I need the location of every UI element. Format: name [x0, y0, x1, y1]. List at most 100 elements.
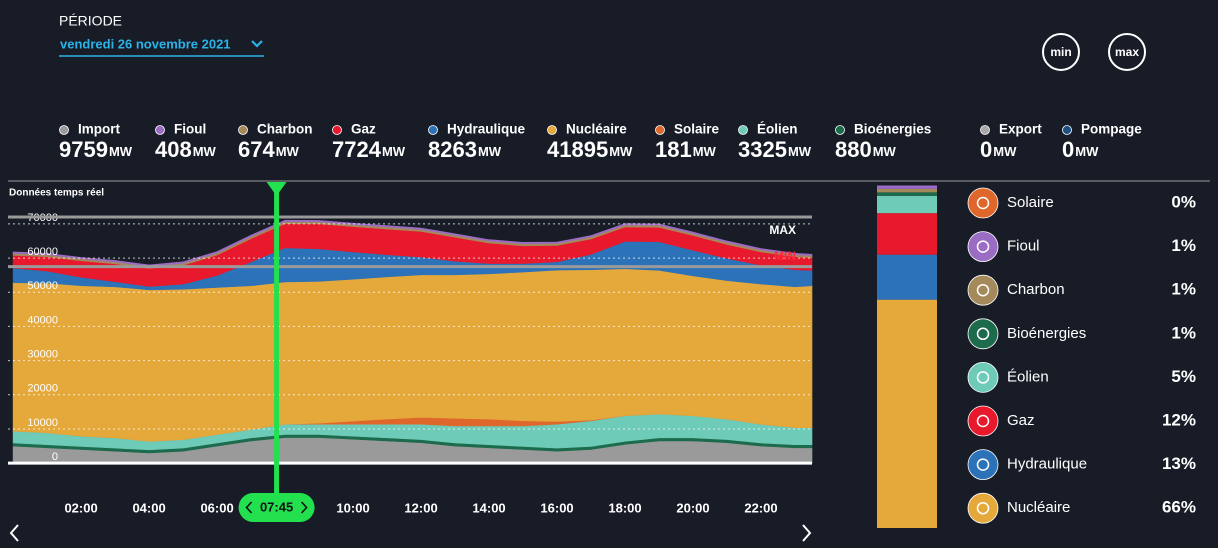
legend-value: 0MW: [1062, 137, 1099, 162]
x-tick-label: 22:00: [744, 500, 777, 515]
legend-unit: MW: [873, 144, 897, 159]
legend-dot: [738, 125, 748, 135]
mix-segment: [877, 192, 937, 196]
mix-name: Hydraulique: [1007, 456, 1087, 473]
x-tick-label: 02:00: [64, 500, 97, 515]
legend-unit: MW: [382, 144, 406, 159]
area-series: [12, 268, 813, 442]
legend-unit: MW: [993, 144, 1017, 159]
mix-icon: [967, 318, 999, 350]
legend-dot: [59, 125, 69, 135]
legend-value: 3325MW: [738, 137, 812, 162]
legend-number: 408: [155, 137, 192, 162]
legend-number: 880: [835, 137, 872, 162]
legend-name: Fioul: [174, 122, 206, 137]
mix-name: Solaire: [1007, 194, 1054, 211]
mix-icon: [967, 449, 999, 481]
x-tick-label: 18:00: [608, 500, 641, 515]
y-tick-label: 0: [52, 451, 58, 463]
range-button-label[interactable]: max: [1115, 45, 1139, 59]
date-picker[interactable]: vendredi 26 novembre 2021: [60, 36, 231, 51]
legend-value: 8263MW: [428, 137, 502, 162]
legend-number: 0: [1062, 137, 1074, 162]
mix-icon-glyph: [976, 414, 990, 428]
mix-icon-glyph: [976, 240, 990, 253]
range-button[interactable]: [1108, 33, 1146, 71]
mix-icon-glyph: [976, 196, 990, 210]
cursor-label: 07:45: [260, 499, 293, 514]
y-tick-label: 40000: [27, 314, 58, 326]
date-chevron[interactable]: [251, 40, 263, 48]
reference-label: MAX: [769, 223, 796, 237]
mix-segment: [877, 195, 937, 214]
legend-name: Solaire: [674, 122, 720, 137]
legend-number: 9759: [59, 137, 108, 162]
legend-unit: MW: [609, 144, 633, 159]
reference-label: MIN: [774, 249, 796, 263]
mix-icon: [967, 405, 999, 437]
mix-icon: [967, 492, 999, 524]
legend-unit: MW: [1075, 144, 1099, 159]
legend-value: 181MW: [655, 137, 717, 162]
legend-value: 408MW: [155, 137, 217, 162]
mix-name: Éolien: [1007, 368, 1049, 385]
legend-name: Export: [999, 122, 1042, 137]
legend-dot: [238, 125, 248, 135]
legend-dot: [1062, 125, 1072, 135]
legend-name: Hydraulique: [447, 122, 526, 137]
prev-arrow[interactable]: [9, 524, 19, 542]
legend-dot: [835, 125, 845, 135]
mix-icon: [967, 274, 999, 306]
mix-name: Charbon: [1007, 281, 1065, 298]
cursor-handle[interactable]: [266, 182, 287, 196]
legend-value: 7724MW: [332, 137, 406, 162]
x-tick-label: 20:00: [676, 500, 709, 515]
legend-number: 41895: [547, 137, 608, 162]
mix-icon: [967, 361, 999, 393]
legend-value: 9759MW: [59, 137, 133, 162]
mix-percent: 0%: [1171, 192, 1196, 211]
legend-name: Nucléaire: [566, 122, 627, 137]
legend-name: Gaz: [351, 122, 376, 137]
period-label: PÉRIODE: [59, 13, 122, 29]
mix-name: Gaz: [1007, 412, 1035, 429]
legend-unit: MW: [788, 144, 812, 159]
x-tick-label: 14:00: [472, 500, 505, 515]
legend-number: 7724: [332, 137, 382, 162]
x-tick-label: 06:00: [200, 500, 233, 515]
legend-value: 674MW: [238, 137, 300, 162]
legend-name: Éolien: [757, 122, 798, 137]
mix-segment: [877, 254, 937, 300]
legend-unit: MW: [478, 144, 502, 159]
legend-value: 0MW: [980, 137, 1017, 162]
legend-name: Charbon: [257, 122, 313, 137]
next-arrow[interactable]: [802, 524, 812, 542]
legend-number: 3325: [738, 137, 787, 162]
legend-number: 674: [238, 137, 275, 162]
mix-icon-glyph: [976, 327, 990, 341]
mix-segment: [877, 185, 937, 189]
legend-unit: MW: [276, 144, 300, 159]
legend-dot: [155, 125, 165, 135]
range-button-label[interactable]: min: [1050, 45, 1071, 59]
legend-dot: [547, 125, 557, 135]
legend-name: Bioénergies: [854, 122, 931, 137]
legend-unit: MW: [109, 144, 133, 159]
mix-icon-glyph: [976, 371, 990, 384]
legend-dot: [428, 125, 438, 135]
area-series: [12, 219, 813, 267]
range-button[interactable]: [1042, 33, 1080, 71]
y-tick-label: 10000: [27, 417, 58, 429]
mix-segment: [877, 188, 937, 193]
y-tick-label: 20000: [27, 383, 58, 395]
legend-unit: MW: [193, 144, 217, 159]
cursor-pill[interactable]: [238, 493, 315, 522]
legend-value: 880MW: [835, 137, 897, 162]
legend-dot: [655, 125, 665, 135]
mix-percent: 66%: [1162, 498, 1196, 517]
x-tick-label: 04:00: [132, 500, 165, 515]
legend-name: Pompage: [1081, 122, 1142, 137]
mix-icon: [967, 231, 999, 263]
legend-dot: [332, 125, 342, 135]
